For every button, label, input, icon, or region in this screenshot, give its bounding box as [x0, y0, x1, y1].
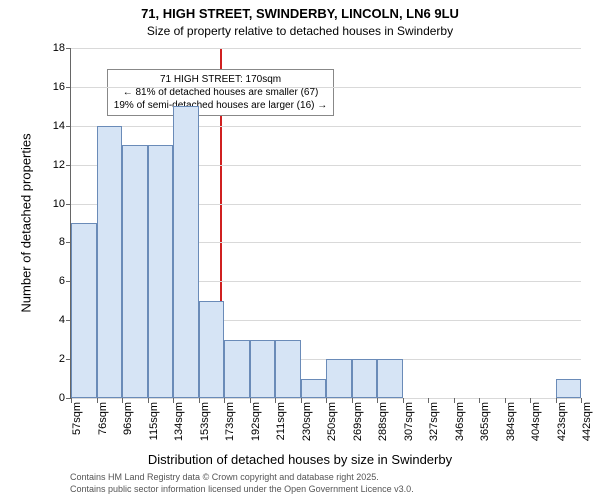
ytick-label: 18 [53, 42, 71, 54]
plot-area: 71 HIGH STREET: 170sqm ← 81% of detached… [70, 48, 581, 399]
gridline [71, 87, 581, 88]
ytick-label: 12 [53, 159, 71, 171]
property-size-chart: 71, HIGH STREET, SWINDERBY, LINCOLN, LN6… [0, 0, 600, 500]
chart-title-main: 71, HIGH STREET, SWINDERBY, LINCOLN, LN6… [0, 6, 600, 21]
histogram-bar [199, 301, 225, 398]
annotation-line2: ← 81% of detached houses are smaller (67… [114, 86, 327, 99]
xtick-label: 423sqm [556, 402, 568, 441]
xtick-label: 211sqm [275, 402, 287, 440]
ytick-label: 2 [59, 353, 71, 365]
xtick-label: 307sqm [403, 402, 415, 441]
ytick-label: 14 [53, 120, 71, 132]
xtick-label: 404sqm [530, 402, 542, 441]
annotation-line3: 19% of semi-detached houses are larger (… [114, 99, 327, 112]
x-axis-label: Distribution of detached houses by size … [0, 452, 600, 467]
xtick-label: 192sqm [250, 402, 262, 441]
histogram-bar [301, 379, 327, 398]
histogram-bar [556, 379, 582, 398]
xtick-label: 365sqm [479, 402, 491, 441]
footer-line2: Contains public sector information licen… [70, 484, 414, 496]
xtick-label: 269sqm [352, 402, 364, 441]
xtick-label: 327sqm [428, 402, 440, 441]
annotation-box: 71 HIGH STREET: 170sqm ← 81% of detached… [107, 69, 334, 116]
ytick-label: 6 [59, 275, 71, 287]
xtick-label: 76sqm [97, 402, 109, 435]
ytick-label: 8 [59, 236, 71, 248]
histogram-bar [250, 340, 276, 398]
histogram-bar [173, 106, 199, 398]
y-axis-label: Number of detached properties [18, 133, 33, 312]
footer-note: Contains HM Land Registry data © Crown c… [70, 472, 414, 495]
xtick-label: 96sqm [122, 402, 134, 435]
xtick-label: 442sqm [581, 402, 593, 441]
histogram-bar [326, 359, 352, 398]
histogram-bar [352, 359, 378, 398]
footer-line1: Contains HM Land Registry data © Crown c… [70, 472, 414, 484]
histogram-bar [71, 223, 97, 398]
xtick-label: 173sqm [224, 402, 236, 441]
xtick-label: 57sqm [71, 402, 83, 435]
ytick-label: 4 [59, 314, 71, 326]
xtick-label: 134sqm [173, 402, 185, 441]
xtick-label: 115sqm [148, 402, 160, 440]
histogram-bar [122, 145, 148, 398]
xtick-label: 346sqm [454, 402, 466, 441]
xtick-label: 384sqm [505, 402, 517, 441]
annotation-line1: 71 HIGH STREET: 170sqm [114, 73, 327, 86]
histogram-bar [224, 340, 250, 398]
ytick-label: 10 [53, 198, 71, 210]
xtick-label: 250sqm [326, 402, 338, 441]
gridline [71, 48, 581, 49]
ytick-label: 0 [59, 392, 71, 404]
histogram-bar [377, 359, 403, 398]
gridline [71, 126, 581, 127]
xtick-label: 153sqm [199, 402, 211, 441]
histogram-bar [148, 145, 174, 398]
ytick-label: 16 [53, 81, 71, 93]
chart-title-sub: Size of property relative to detached ho… [0, 24, 600, 38]
histogram-bar [97, 126, 123, 398]
xtick-label: 230sqm [301, 402, 313, 441]
xtick-label: 288sqm [377, 402, 389, 441]
histogram-bar [275, 340, 301, 398]
